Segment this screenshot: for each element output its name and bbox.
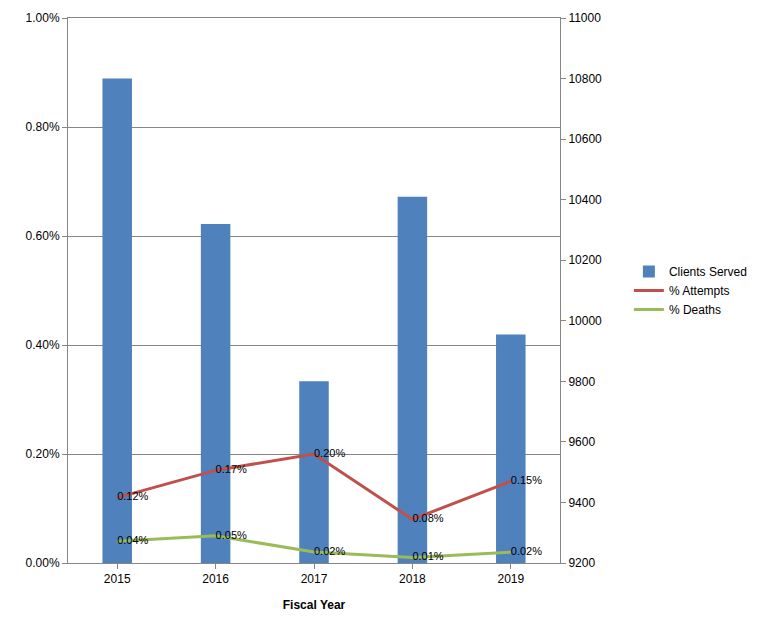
svg-text:2018: 2018 [399, 572, 426, 586]
svg-text:10800: 10800 [568, 72, 602, 86]
svg-text:Clients Served: Clients Served [669, 265, 747, 279]
svg-text:0.00%: 0.00% [26, 556, 60, 570]
svg-text:% Attempts: % Attempts [669, 284, 730, 298]
svg-text:0.60%: 0.60% [26, 229, 60, 243]
svg-text:9200: 9200 [568, 556, 595, 570]
svg-text:0.20%: 0.20% [314, 447, 345, 459]
svg-text:0.02%: 0.02% [511, 545, 542, 557]
svg-text:9800: 9800 [568, 375, 595, 389]
svg-text:0.15%: 0.15% [511, 474, 542, 486]
svg-text:1.00%: 1.00% [26, 11, 60, 25]
svg-text:0.80%: 0.80% [26, 120, 60, 134]
svg-text:2017: 2017 [301, 572, 328, 586]
svg-text:10400: 10400 [568, 193, 602, 207]
svg-text:10600: 10600 [568, 132, 602, 146]
svg-text:2015: 2015 [104, 572, 131, 586]
svg-text:0.20%: 0.20% [26, 447, 60, 461]
svg-text:11000: 11000 [568, 11, 601, 25]
svg-text:0.02%: 0.02% [314, 545, 345, 557]
svg-text:0.12%: 0.12% [117, 490, 148, 502]
svg-text:Fiscal Year: Fiscal Year [283, 598, 346, 612]
svg-text:% Deaths: % Deaths [669, 303, 721, 317]
svg-text:0.08%: 0.08% [412, 512, 443, 524]
svg-text:9400: 9400 [568, 496, 595, 510]
svg-text:2016: 2016 [202, 572, 229, 586]
svg-text:9600: 9600 [568, 435, 595, 449]
svg-text:0.40%: 0.40% [26, 338, 60, 352]
svg-text:10200: 10200 [568, 253, 602, 267]
svg-text:0.05%: 0.05% [216, 529, 247, 541]
svg-text:0.04%: 0.04% [117, 534, 148, 546]
svg-text:2019: 2019 [497, 572, 524, 586]
svg-text:10000: 10000 [568, 314, 602, 328]
svg-text:0.01%: 0.01% [412, 550, 443, 562]
svg-text:0.17%: 0.17% [216, 463, 247, 475]
